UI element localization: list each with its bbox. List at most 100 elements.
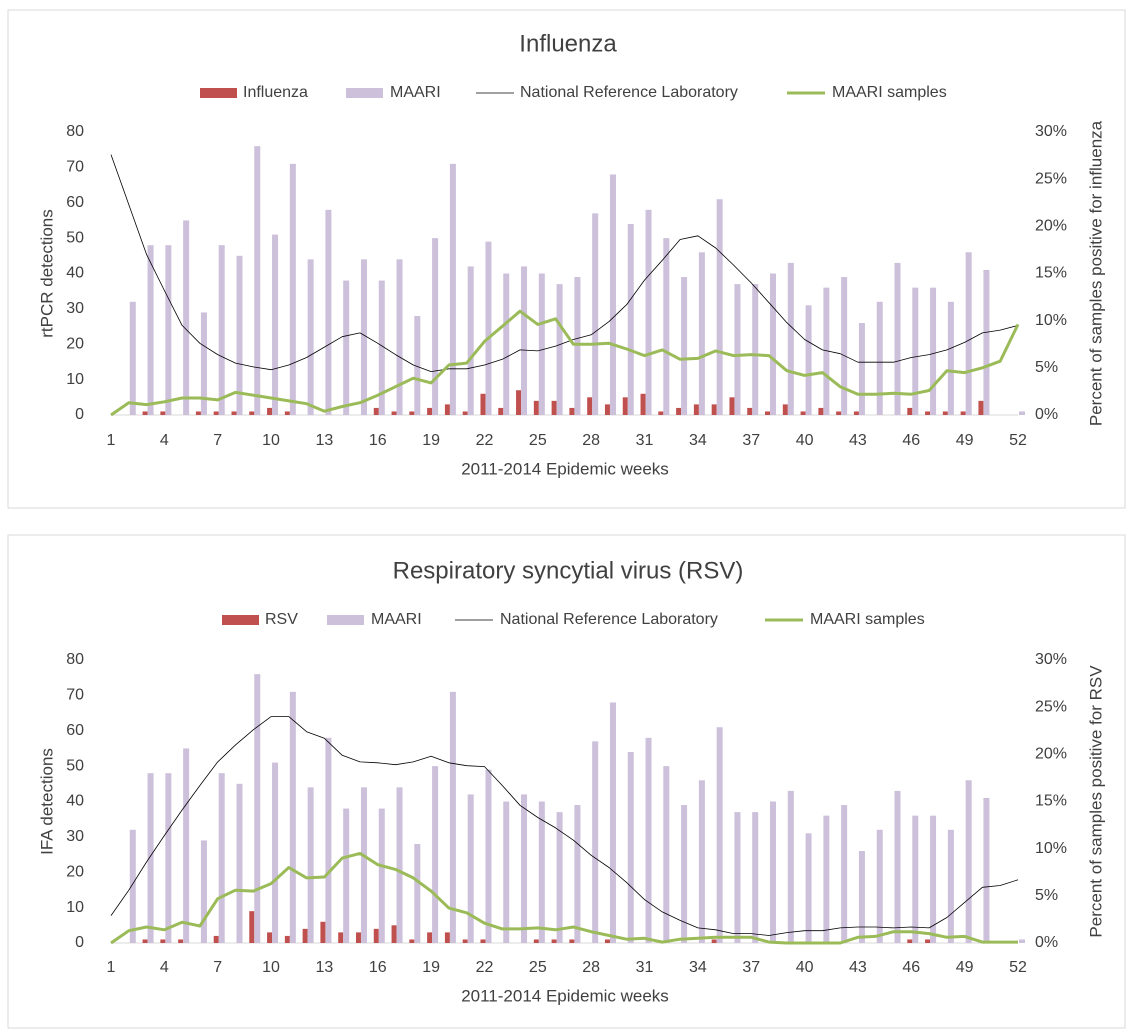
- bar: [160, 939, 166, 943]
- bar: [876, 829, 883, 943]
- bar: [645, 737, 652, 943]
- bar: [556, 812, 563, 943]
- bar: [343, 808, 350, 943]
- bar: [195, 411, 201, 415]
- bar: [307, 787, 314, 943]
- bar: [627, 223, 634, 415]
- bar: [427, 932, 433, 943]
- bar: [391, 411, 397, 415]
- bar: [947, 301, 954, 415]
- chart-title: Influenza: [519, 30, 617, 57]
- bar: [925, 411, 931, 415]
- bar: [800, 411, 806, 415]
- y-tick-label: 0: [75, 406, 84, 423]
- bar: [592, 213, 599, 415]
- legend-label: MAARI samples: [810, 611, 925, 628]
- x-tick-label: 4: [160, 432, 169, 449]
- y-tick-label: 80: [66, 651, 84, 668]
- bar: [978, 400, 984, 415]
- bar: [907, 939, 913, 943]
- bar: [805, 305, 812, 415]
- bar: [912, 815, 919, 943]
- bar: [1019, 939, 1025, 943]
- bar: [551, 939, 557, 943]
- y2-tick-label: 5%: [1035, 359, 1058, 376]
- y2-axis-title: Percent of samples positive for influenz…: [1086, 120, 1105, 426]
- legend-label: National Reference Laboratory: [500, 611, 718, 628]
- bar: [254, 674, 261, 943]
- bar: [427, 407, 433, 415]
- x-tick-label: 46: [902, 959, 920, 976]
- line-series: [110, 154, 1019, 372]
- bar: [734, 812, 741, 943]
- x-tick-label: 25: [529, 959, 547, 976]
- y2-tick-label: 10%: [1035, 312, 1067, 329]
- y-tick-label: 70: [66, 687, 84, 704]
- x-tick-label: 16: [369, 432, 387, 449]
- y2-axis-title: Percent of samples positive for RSV: [1086, 665, 1105, 938]
- bar: [200, 840, 207, 943]
- x-tick-label: 28: [582, 959, 600, 976]
- legend-swatch: [346, 88, 383, 98]
- bar: [432, 238, 439, 415]
- x-tick-label: 46: [902, 432, 920, 449]
- y2-tick-label: 15%: [1035, 793, 1067, 810]
- x-tick-label: 40: [796, 959, 814, 976]
- bar: [218, 773, 225, 943]
- bar: [503, 273, 510, 415]
- bar: [396, 787, 403, 943]
- bar: [378, 280, 385, 415]
- bar: [409, 411, 415, 415]
- bar: [325, 737, 332, 943]
- bar: [747, 407, 753, 415]
- x-tick-label: 1: [107, 959, 116, 976]
- bar: [462, 411, 468, 415]
- y-tick-label: 40: [66, 265, 84, 282]
- bar: [498, 407, 504, 415]
- bar: [983, 269, 990, 415]
- bar: [604, 404, 610, 415]
- bar: [823, 815, 830, 943]
- bar: [787, 790, 794, 943]
- bar: [622, 397, 628, 415]
- y-tick-label: 50: [66, 229, 84, 246]
- bar: [521, 794, 528, 943]
- bar: [609, 174, 616, 415]
- legend-swatch: [200, 88, 237, 98]
- bar: [480, 393, 486, 415]
- bar: [284, 411, 290, 415]
- x-tick-label: 49: [956, 432, 974, 449]
- y2-tick-label: 10%: [1035, 840, 1067, 857]
- y-tick-label: 60: [66, 722, 84, 739]
- x-tick-label: 28: [582, 432, 600, 449]
- x-tick-label: 52: [1009, 432, 1027, 449]
- bar: [391, 925, 397, 943]
- panel-frame: [7, 534, 1126, 1029]
- bar: [574, 277, 581, 415]
- y2-tick-label: 25%: [1035, 698, 1067, 715]
- bar: [289, 163, 296, 415]
- bar: [414, 315, 421, 415]
- bar: [841, 805, 848, 943]
- bar: [183, 748, 190, 943]
- bar: [467, 794, 474, 943]
- bar: [965, 780, 972, 943]
- x-tick-label: 34: [689, 432, 707, 449]
- y-tick-label: 30: [66, 300, 84, 317]
- legend-label: Influenza: [243, 84, 308, 101]
- x-tick-label: 4: [160, 959, 169, 976]
- bar: [556, 284, 563, 415]
- bar: [360, 787, 367, 943]
- bar: [449, 691, 456, 943]
- bar: [894, 790, 901, 943]
- bar: [449, 163, 456, 415]
- bar: [609, 702, 616, 943]
- x-tick-label: 31: [636, 432, 654, 449]
- bar: [538, 801, 545, 943]
- bar: [360, 259, 367, 415]
- y-axis-title: rtPCR detections: [37, 209, 56, 338]
- bar: [178, 939, 184, 943]
- bar: [533, 400, 539, 415]
- x-tick-label: 34: [689, 959, 707, 976]
- bar: [716, 199, 723, 415]
